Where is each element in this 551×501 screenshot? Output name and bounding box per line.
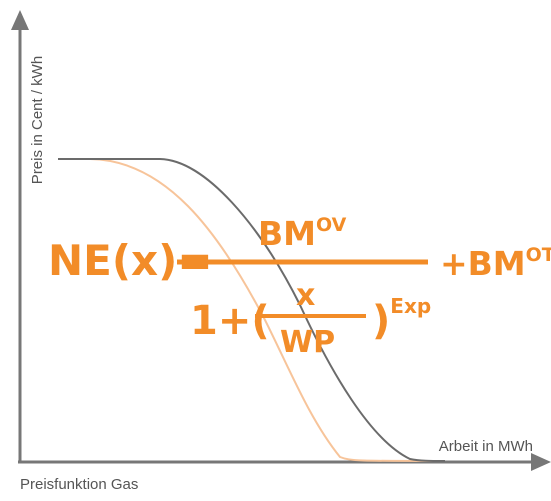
series-line-1: [58, 158, 446, 462]
formula-numerator: BMOV: [258, 214, 347, 253]
formula-inner-denominator: WP: [280, 325, 335, 360]
formula-rhs: +BMOT: [440, 244, 551, 283]
x-axis-label: Arbeit in MWh: [439, 438, 533, 455]
chart-caption: Preisfunktion Gas: [20, 476, 139, 493]
y-axis-label: Preis in Cent / kWh: [29, 56, 46, 184]
x-axis-arrow: [531, 453, 551, 471]
formula-denominator-suffix: )Exp: [372, 294, 431, 344]
y-axis-arrow: [11, 10, 29, 30]
series-line-0: [58, 158, 441, 462]
formula-inner-numerator: x: [296, 278, 315, 313]
formula: BMOV NE(x)= +BMOT 1+( x WP )Exp: [48, 214, 551, 360]
formula-denominator-prefix: 1+(: [190, 298, 270, 344]
